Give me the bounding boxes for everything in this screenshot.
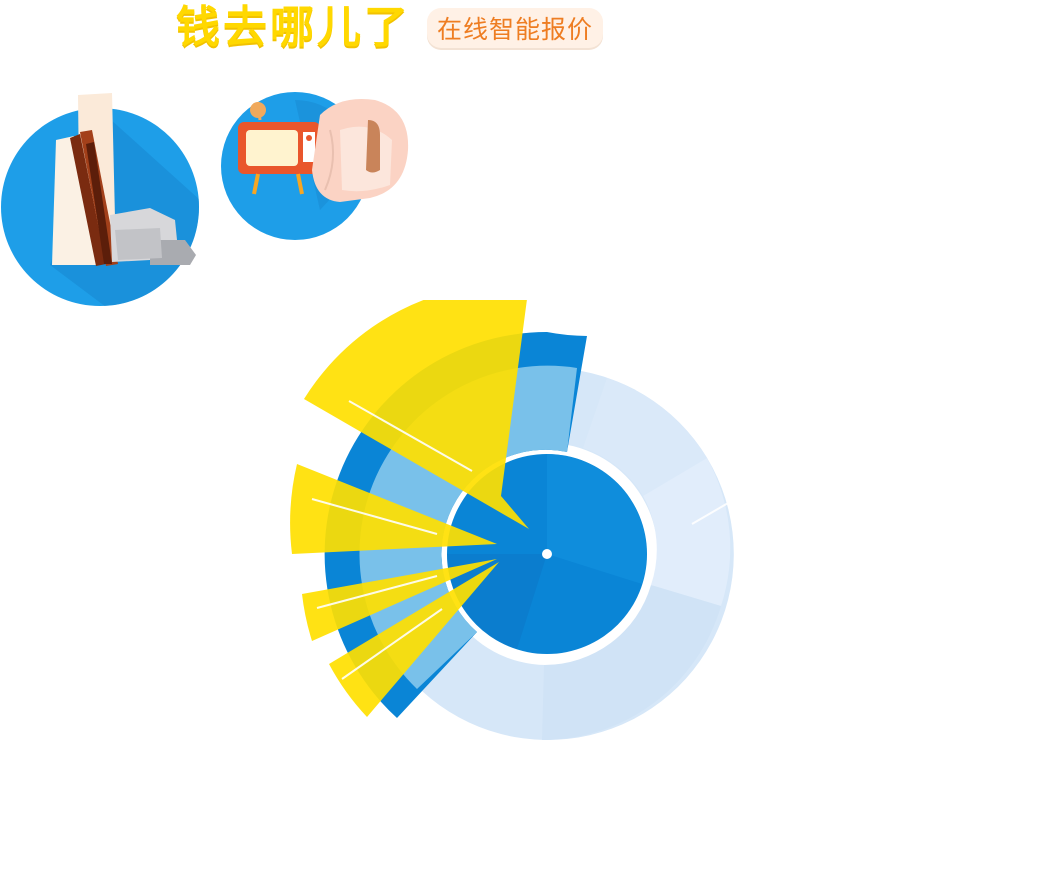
online-quote-badge[interactable]: 在线智能报价 — [427, 8, 604, 48]
online-quote-label: 在线智能报价 — [437, 15, 594, 44]
outer-ring-segment — [583, 378, 707, 496]
yellow-wedge — [329, 562, 499, 717]
building-materials-icon[interactable] — [0, 90, 205, 310]
yellow-wedge — [304, 283, 529, 529]
outer-ring-segment — [643, 458, 731, 606]
yellow-wedge — [290, 464, 497, 554]
cost-breakdown-radial-chart — [280, 283, 760, 760]
tv-sofa-icon[interactable] — [220, 90, 420, 250]
page-title: 钱去哪儿了 — [176, 2, 411, 53]
outer-ring-segment — [542, 585, 721, 741]
yellow-wedge — [302, 559, 497, 641]
center-dot — [542, 549, 552, 559]
header: 钱去哪儿了 在线智能报价 — [176, 0, 604, 56]
